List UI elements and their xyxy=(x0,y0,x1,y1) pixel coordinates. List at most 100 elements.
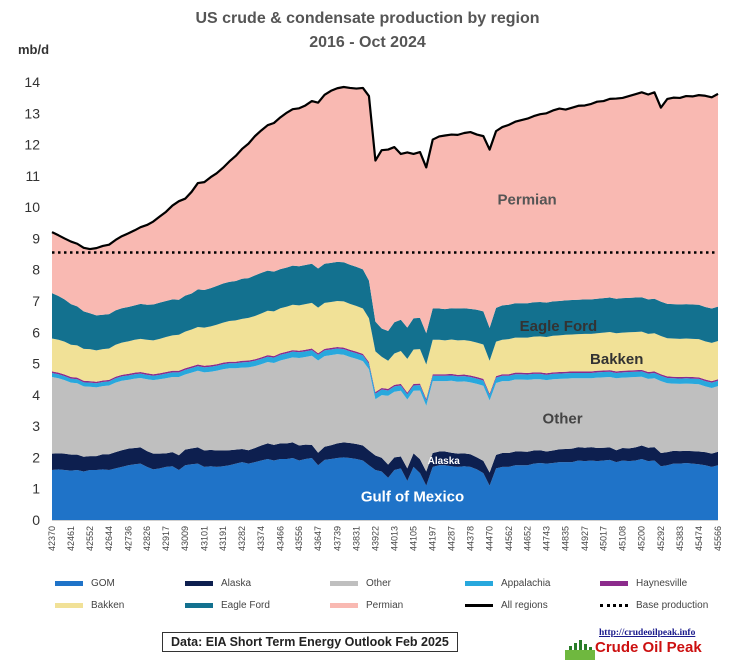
y-tick-label: 4 xyxy=(32,387,40,403)
x-tick-label: 43374 xyxy=(256,526,266,551)
legend-label: Other xyxy=(366,578,392,589)
legend-label: Alaska xyxy=(221,578,252,589)
legend-item-permian: Permian xyxy=(330,600,403,611)
legend-label: Base production xyxy=(636,600,709,611)
x-tick-label: 43191 xyxy=(218,526,228,551)
annotation-permian: Permian xyxy=(498,191,557,208)
x-tick-label: 44013 xyxy=(389,526,399,551)
area-bakken xyxy=(52,301,718,399)
legend-item-all-regions: All regions xyxy=(465,600,548,611)
x-tick-label: 44105 xyxy=(409,526,419,551)
y-tick-label: 14 xyxy=(24,74,40,90)
legend-label: All regions xyxy=(501,600,548,611)
logo-name: Crude Oil Peak xyxy=(595,639,702,656)
x-tick-label: 42370 xyxy=(47,526,57,551)
x-tick-label: 44927 xyxy=(580,526,590,551)
x-tick-label: 42552 xyxy=(85,526,95,551)
x-tick-label: 42644 xyxy=(104,526,114,551)
x-tick-label: 43466 xyxy=(275,526,285,551)
legend-swatch xyxy=(55,603,83,608)
x-tick-label: 44197 xyxy=(428,526,438,551)
legend-label: Permian xyxy=(366,600,404,611)
legend-swatch xyxy=(185,603,213,608)
data-source-note: Data: EIA Short Term Energy Outlook Feb … xyxy=(162,632,458,652)
legend-item-gom: GOM xyxy=(55,578,115,589)
x-tick-label: 45566 xyxy=(713,526,723,551)
legend-swatch xyxy=(465,581,493,586)
chart-subtitle: 2016 - Oct 2024 xyxy=(309,34,426,51)
legend-swatch xyxy=(330,603,358,608)
x-tick-label: 44378 xyxy=(465,526,475,551)
x-tick-label: 45383 xyxy=(675,526,685,551)
legend-label: Bakken xyxy=(91,600,125,611)
legend-swatch xyxy=(330,581,358,586)
x-tick-label: 43009 xyxy=(180,526,190,551)
logo-url[interactable]: http://crudeoilpeak.info xyxy=(599,628,696,638)
x-tick-label: 43831 xyxy=(351,526,361,551)
area-gom xyxy=(52,457,718,520)
all-regions-line xyxy=(51,85,719,251)
y-tick-label: 13 xyxy=(24,105,40,121)
legend-item-haynesville: Haynesville xyxy=(600,578,687,589)
x-tick-label: 43556 xyxy=(294,526,304,551)
x-tick-label: 45474 xyxy=(694,526,704,551)
annotation-alaska: Alaska xyxy=(428,456,461,467)
y-tick-label: 5 xyxy=(32,356,40,372)
legend-swatch xyxy=(465,604,493,607)
chart-title: US crude & condensate production by regi… xyxy=(195,10,540,27)
legend-swatch xyxy=(600,581,628,586)
area-permian xyxy=(52,87,718,334)
y-tick-label: 7 xyxy=(32,293,40,309)
x-tick-label: 45108 xyxy=(618,526,628,551)
area-alaska xyxy=(52,442,718,486)
crude-oil-peak-logo[interactable]: http://crudeoilpeak.info Crude Oil Peak xyxy=(565,628,725,660)
area-appalachia xyxy=(52,348,718,406)
x-tick-label: 44835 xyxy=(561,526,571,551)
y-tick-label: 8 xyxy=(32,262,40,278)
annotation-other: Other xyxy=(543,410,583,427)
y-tick-label: 9 xyxy=(32,230,40,246)
legend-label: GOM xyxy=(91,578,115,589)
x-tick-label: 45292 xyxy=(656,526,666,551)
legend-item-alaska: Alaska xyxy=(185,578,251,589)
x-tick-label: 45017 xyxy=(599,526,609,551)
legend-item-eagle-ford: Eagle Ford xyxy=(185,600,270,611)
legend-swatch xyxy=(185,581,213,586)
y-tick-label: 10 xyxy=(24,199,40,215)
legend-label: Eagle Ford xyxy=(221,600,270,611)
legend-item-bakken: Bakken xyxy=(55,600,124,611)
oil-rig-logo-icon xyxy=(565,640,595,660)
legend-swatch xyxy=(55,581,83,586)
legend-item-base-production: Base production xyxy=(600,600,708,611)
y-tick-label: 12 xyxy=(24,137,40,153)
annotation-eagle-ford: Eagle Ford xyxy=(520,318,598,335)
y-tick-label: 6 xyxy=(32,324,40,340)
annotation-bakken: Bakken xyxy=(590,351,643,368)
x-tick-label: 45200 xyxy=(637,526,647,551)
legend-item-appalachia: Appalachia xyxy=(465,578,550,589)
area-eagle-ford xyxy=(52,261,718,365)
x-tick-label: 42917 xyxy=(161,526,171,551)
y-tick-label: 1 xyxy=(32,481,40,497)
x-tick-label: 43922 xyxy=(370,526,380,551)
annotation-gulf-of-mexico: Gulf of Mexico xyxy=(361,489,464,506)
x-tick-label: 44562 xyxy=(504,526,514,551)
area-other xyxy=(52,354,718,473)
x-tick-label: 44652 xyxy=(523,526,533,551)
x-tick-label: 42826 xyxy=(142,526,152,551)
y-tick-label: 2 xyxy=(32,449,40,465)
x-tick-label: 42461 xyxy=(66,526,76,551)
x-tick-label: 43282 xyxy=(237,526,247,551)
y-axis-unit-label: mb/d xyxy=(18,42,50,57)
x-tick-label: 44743 xyxy=(541,526,551,551)
x-tick-label: 42736 xyxy=(123,526,133,551)
area-haynesville xyxy=(52,346,718,401)
legend-swatch xyxy=(600,604,628,607)
x-tick-label: 43647 xyxy=(313,526,323,551)
y-tick-label: 0 xyxy=(32,512,40,528)
x-tick-label: 43101 xyxy=(199,526,209,551)
y-tick-label: 11 xyxy=(25,168,40,184)
x-tick-label: 43739 xyxy=(332,526,342,551)
y-tick-label: 3 xyxy=(32,418,40,434)
